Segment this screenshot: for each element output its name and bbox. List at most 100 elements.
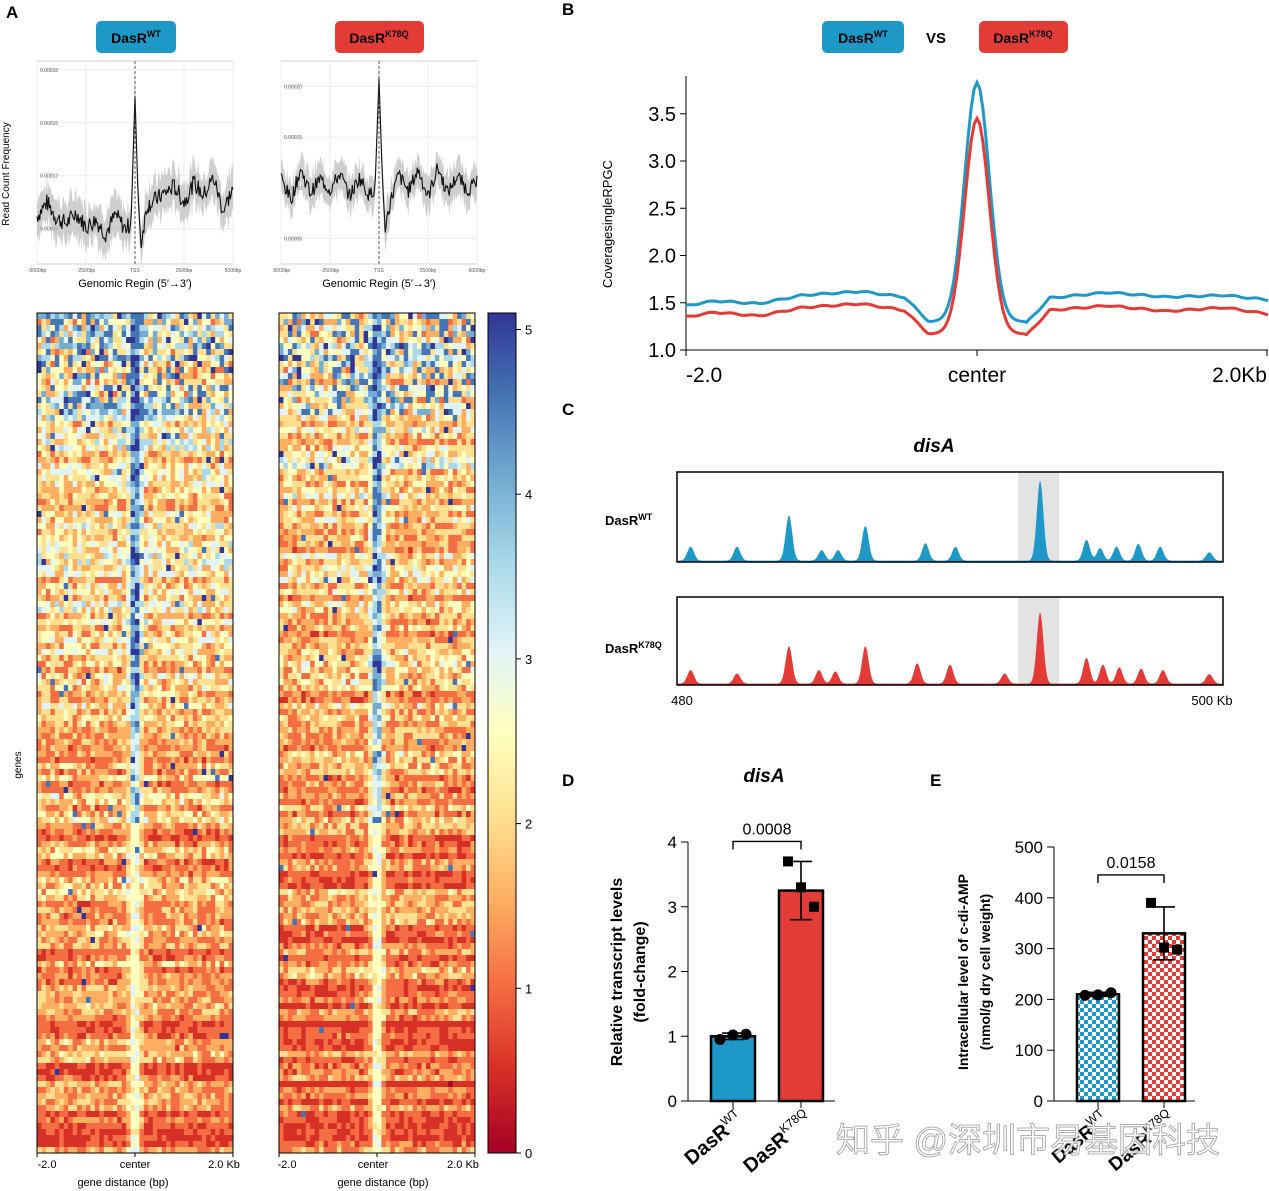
heatmap-cell (184, 337, 189, 344)
heatmap-cell (152, 343, 158, 350)
heatmap-cell (143, 385, 149, 392)
heatmap-cell (161, 439, 167, 446)
heatmap-cell (68, 523, 74, 530)
heatmap-cell (63, 361, 69, 368)
heatmap-cell (90, 697, 96, 704)
heatmap-cell (108, 487, 114, 494)
heatmap-cell (54, 775, 60, 782)
heatmap-cell (126, 787, 131, 794)
heatmap-cell (179, 379, 185, 386)
heatmap-cell (112, 631, 118, 638)
heatmap-cell (72, 709, 78, 716)
heatmap-cell (228, 895, 234, 902)
heatmap-cell (94, 403, 100, 410)
heatmap-cell (50, 943, 56, 950)
heatmap-cell (126, 631, 131, 638)
heatmap-cell (112, 499, 118, 506)
heatmap-cell (59, 661, 65, 668)
heatmap-cell (166, 829, 172, 836)
heatmap-cell (86, 889, 91, 896)
heatmap-cell (54, 769, 60, 776)
heatmap-cell (37, 655, 42, 662)
heatmap-cell (206, 661, 212, 668)
heatmap-cell (63, 535, 69, 542)
heatmap-cell (37, 577, 42, 584)
heatmap-cell (170, 667, 176, 674)
heatmap-cell (117, 583, 123, 590)
heatmap-cell (86, 427, 91, 434)
heatmap-cell (77, 973, 82, 980)
heatmap-cell (108, 907, 114, 914)
heatmap-cell (54, 745, 60, 752)
heatmap-cell (130, 907, 136, 914)
heatmap-cell (201, 457, 207, 464)
heatmap-cell (130, 397, 136, 404)
heatmap-cell (228, 673, 234, 680)
heatmap-cell (188, 457, 194, 464)
heatmap-cell (86, 691, 91, 698)
heatmap-cell (135, 445, 140, 452)
heatmap-cell (135, 643, 140, 650)
heatmap-cell (157, 673, 163, 680)
heatmap-cell (54, 811, 60, 818)
heatmap-cell (224, 367, 229, 374)
heatmap-cell (86, 469, 91, 476)
heatmap-cell (81, 397, 87, 404)
heatmap-cell (157, 583, 163, 590)
heatmap-cell (50, 679, 56, 686)
heatmap-cell (41, 697, 47, 704)
heatmap-cell (175, 859, 180, 866)
heatmap-cell (228, 475, 234, 482)
heatmap-cell (166, 553, 172, 560)
heatmap-cell (197, 925, 203, 932)
heatmap-cell (175, 505, 180, 512)
heatmap-cell (175, 577, 180, 584)
heatmap-cell (72, 787, 78, 794)
heatmap-cell (37, 787, 42, 794)
heatmap-cell (206, 475, 212, 482)
heatmap-cell (210, 877, 216, 884)
heatmap-cell (192, 589, 198, 596)
heatmap-cell (148, 697, 154, 704)
heatmap-cell (50, 895, 56, 902)
heatmap-cell (201, 469, 207, 476)
heatmap-cell (192, 511, 198, 518)
heatmap-cell (215, 655, 221, 662)
heatmap-cell (37, 313, 42, 320)
heatmap-cell (170, 523, 176, 530)
heatmap-cell (108, 841, 114, 848)
heatmap-cell (126, 343, 131, 350)
heatmap-cell (161, 823, 167, 830)
heatmap-cell (121, 601, 127, 608)
heatmap-cell (45, 481, 51, 488)
heatmap-cell (148, 745, 154, 752)
heatmap-cell (50, 649, 56, 656)
heatmap-cell (184, 709, 189, 716)
heatmap-cell (166, 355, 172, 362)
heatmap-cell (148, 895, 154, 902)
heatmap-cell (197, 829, 203, 836)
heatmap-cell (117, 505, 123, 512)
heatmap-cell (228, 613, 234, 620)
heatmap-cell (90, 631, 96, 638)
heatmap-cell (99, 349, 105, 356)
heatmap-cell (224, 973, 229, 980)
heatmap-cell (197, 511, 203, 518)
heatmap-cell (143, 589, 149, 596)
heatmap-cell (170, 427, 176, 434)
heatmap-cell (130, 343, 136, 350)
heatmap-cell (224, 781, 229, 788)
heatmap-cell (121, 637, 127, 644)
heatmap-cell (197, 391, 203, 398)
heatmap-cell (81, 355, 87, 362)
heatmap-cell (90, 463, 96, 470)
heatmap-cell (112, 871, 118, 878)
heatmap-cell (219, 979, 225, 986)
heatmap-cell (192, 919, 198, 926)
heatmap-cell (206, 667, 212, 674)
heatmap-cell (148, 319, 154, 326)
heatmap-cell (37, 667, 42, 674)
heatmap-cell (59, 787, 65, 794)
heatmap-cell (86, 463, 91, 470)
heatmap-cell (215, 445, 221, 452)
